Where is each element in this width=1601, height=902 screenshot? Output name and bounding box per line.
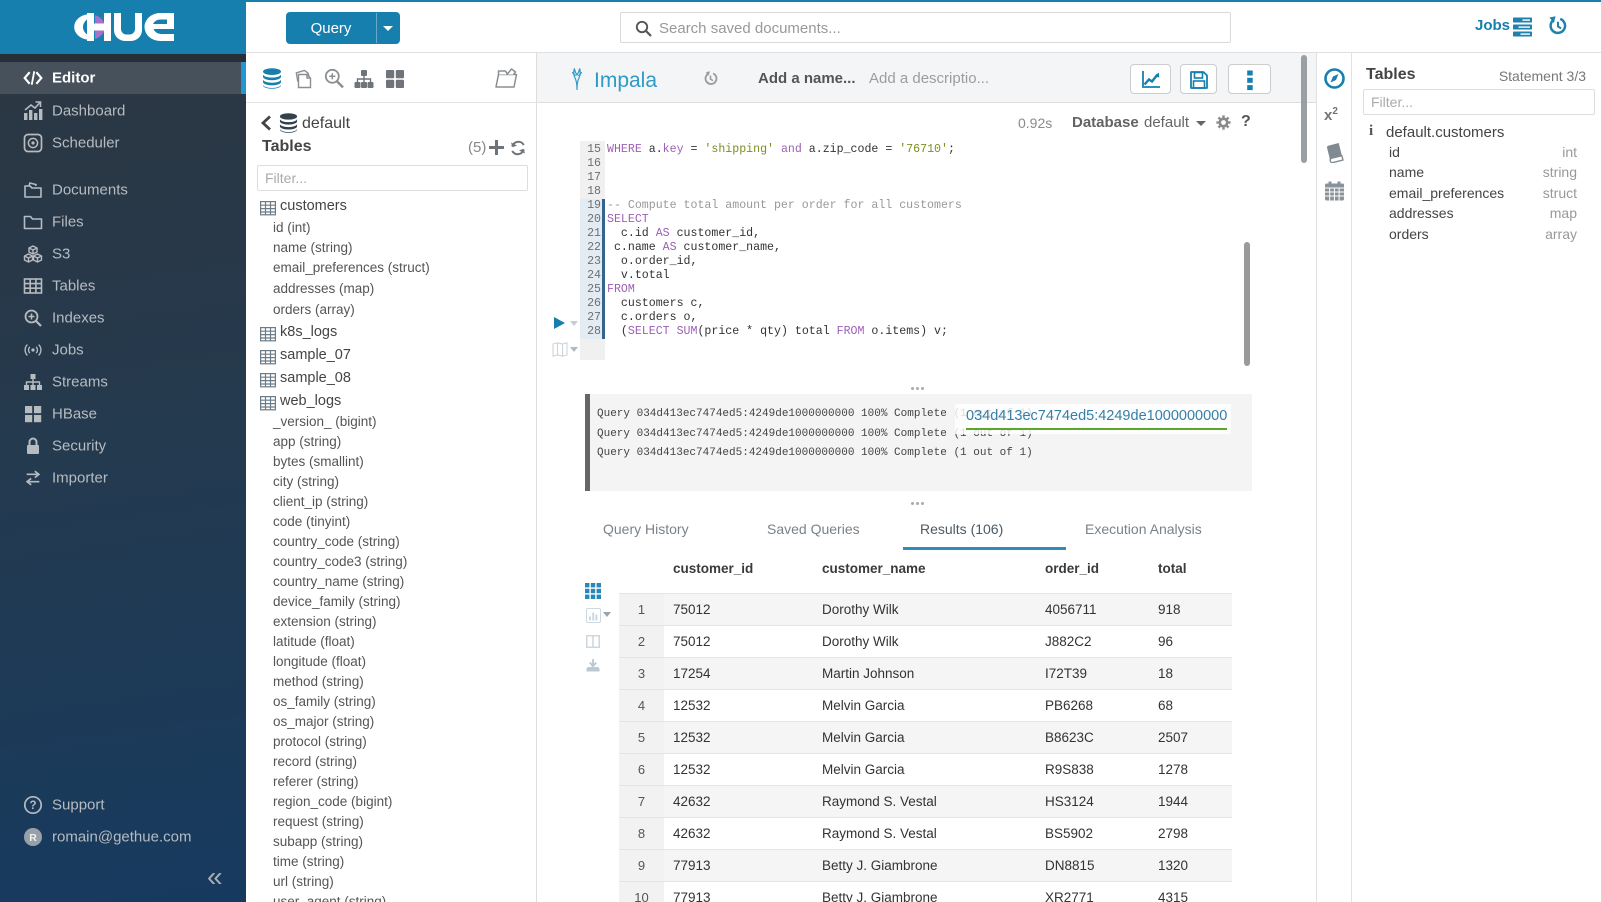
- svg-text:?: ?: [29, 800, 36, 812]
- svg-text:R: R: [29, 832, 37, 844]
